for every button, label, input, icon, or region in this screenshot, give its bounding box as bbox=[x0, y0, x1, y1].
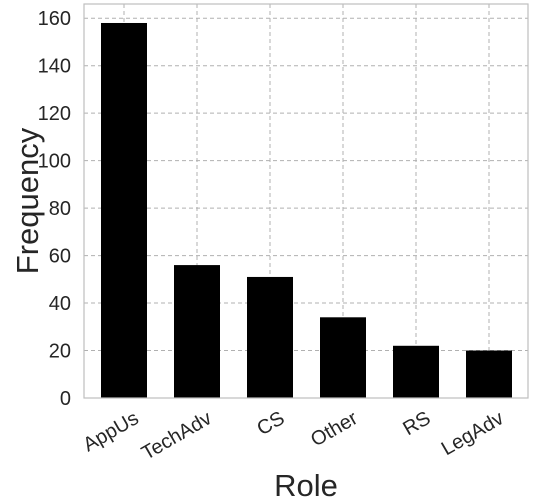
y-tick-label: 0 bbox=[60, 388, 71, 410]
x-tick-label: AppUs bbox=[80, 407, 143, 456]
bar bbox=[247, 276, 293, 398]
y-tick-labels: 0 20 40 60 80 100 120 140 160 bbox=[38, 8, 71, 410]
y-tick-label: 60 bbox=[49, 246, 71, 268]
x-tick-label: Other bbox=[307, 407, 362, 451]
y-tick-label: 100 bbox=[38, 151, 71, 173]
bar bbox=[101, 22, 147, 399]
bar bbox=[320, 317, 366, 398]
x-tick-label: TechAdv bbox=[138, 407, 215, 464]
x-axis-title: Role bbox=[274, 468, 338, 501]
bar bbox=[466, 350, 512, 398]
y-tick-label: 120 bbox=[38, 103, 71, 125]
grid-lines bbox=[84, 4, 528, 399]
x-tick-label: RS bbox=[399, 407, 434, 440]
bars bbox=[101, 22, 512, 399]
y-tick-label: 40 bbox=[49, 293, 71, 315]
y-tick-label: 80 bbox=[49, 198, 71, 220]
y-tick-label: 20 bbox=[49, 341, 71, 363]
plot-frame bbox=[83, 3, 529, 399]
x-tick-label: CS bbox=[253, 407, 288, 440]
bar bbox=[174, 265, 220, 398]
x-tick-label: LegAdv bbox=[438, 407, 508, 460]
y-axis-title: Frequency bbox=[10, 127, 45, 274]
y-tick-label: 160 bbox=[38, 8, 71, 30]
y-tick-label: 140 bbox=[38, 56, 71, 78]
bar bbox=[393, 345, 439, 398]
